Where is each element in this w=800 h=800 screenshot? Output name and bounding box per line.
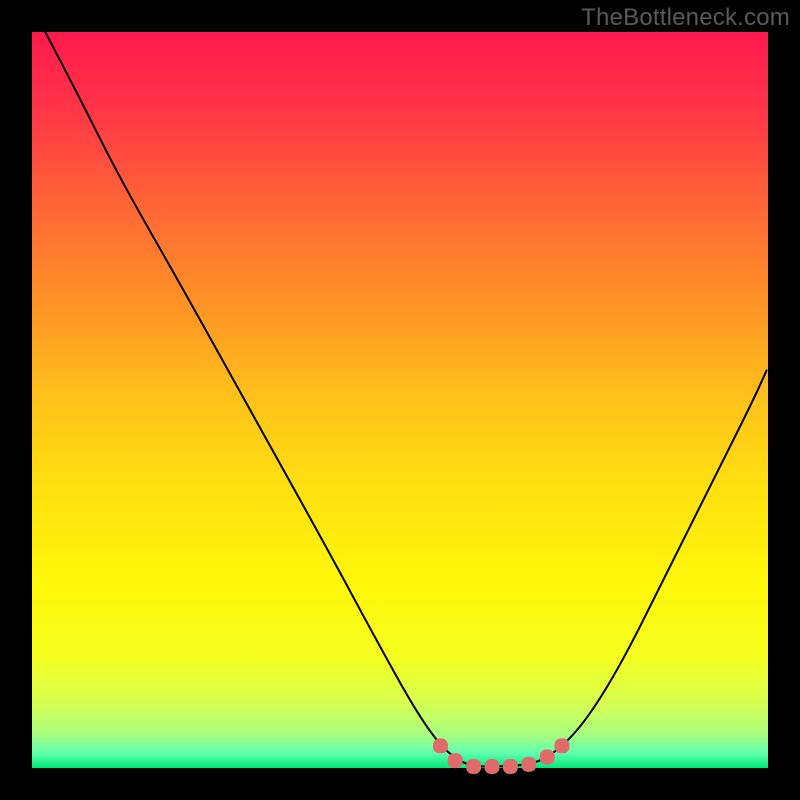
emphasis-marker xyxy=(555,739,569,753)
emphasis-marker xyxy=(467,760,481,774)
stage: TheBottleneck.com xyxy=(0,0,800,800)
bottleneck-chart xyxy=(0,0,800,800)
emphasis-marker xyxy=(503,760,517,774)
emphasis-marker xyxy=(485,760,499,774)
emphasis-marker xyxy=(433,739,447,753)
emphasis-marker xyxy=(540,750,554,764)
emphasis-marker xyxy=(448,754,462,768)
emphasis-marker xyxy=(522,757,536,771)
watermark-text: TheBottleneck.com xyxy=(581,4,790,32)
plot-background xyxy=(32,32,768,768)
